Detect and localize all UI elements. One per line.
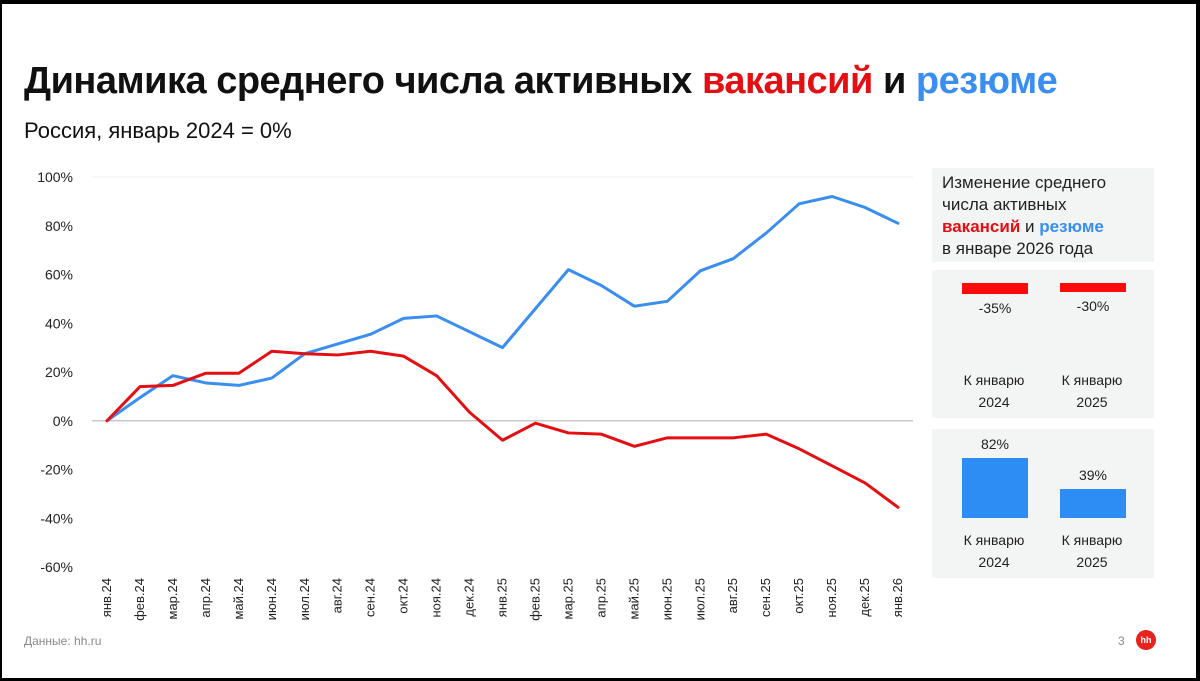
page-number: 3 <box>1118 634 1125 648</box>
x-tick-label: июн.25 <box>659 578 674 620</box>
caption-line: К январю <box>963 372 1025 388</box>
y-tick-label: 0% <box>53 413 73 429</box>
side-panel-header <box>932 168 1154 262</box>
x-tick-label: ноя.25 <box>824 578 839 618</box>
x-tick-label: май.24 <box>231 578 246 620</box>
title-text: Динамика среднего числа активных <box>24 60 702 102</box>
vacancies-series-line <box>105 349 900 509</box>
x-axis-ticks: янв.24 фев.24 мар.24 апр.24 май.24 июн.24 июл.… <box>99 578 905 621</box>
vacancies-bar-2024 <box>962 283 1028 294</box>
side-title-line2: числа активных <box>942 195 1067 214</box>
caption-year: 2025 <box>1076 554 1108 570</box>
caption-year: 2024 <box>978 394 1010 410</box>
x-tick-label: янв.26 <box>890 578 905 617</box>
side-title-resumes: резюме <box>1039 217 1104 236</box>
title-and: и <box>872 60 916 102</box>
x-tick-label: фев.25 <box>527 578 542 621</box>
vacancies-caption-2025: К январю 2025 <box>1042 369 1142 413</box>
resumes-series-line <box>105 195 900 423</box>
resumes-caption-2024: К январю 2024 <box>944 529 1044 573</box>
caption-year: 2025 <box>1076 394 1108 410</box>
y-tick-label: 80% <box>45 218 73 234</box>
y-tick-label: 60% <box>45 267 73 283</box>
resumes-bar-2025-label: 39% <box>1078 467 1108 484</box>
x-tick-label: мар.24 <box>165 578 180 619</box>
resumes-caption-2025: К январю 2025 <box>1042 529 1142 573</box>
x-tick-label: июл.24 <box>297 578 312 620</box>
title-vacancies: вакансий <box>701 60 873 102</box>
x-tick-label: авг.25 <box>725 578 740 613</box>
side-panel-title: Изменение среднего числа активных ваканс… <box>932 168 1154 264</box>
y-tick-label: -40% <box>40 510 73 526</box>
y-tick-label: 100% <box>37 169 73 185</box>
x-tick-label: дек.25 <box>857 578 872 617</box>
vacancies-bar-panel <box>932 270 1154 418</box>
x-tick-label: окт.25 <box>791 578 806 614</box>
x-tick-label: май.25 <box>626 578 641 620</box>
resumes-bar-2025 <box>1060 489 1126 518</box>
side-title-line3: вакансий и резюме <box>942 216 1144 238</box>
series-layer <box>105 195 900 509</box>
y-tick-label: 40% <box>45 315 73 331</box>
y-tick-label: -60% <box>40 559 73 575</box>
hh-logo: hh <box>1136 630 1156 650</box>
caption-line: К январю <box>963 532 1025 548</box>
x-tick-label: дек.24 <box>462 578 477 617</box>
x-tick-label: мар.25 <box>560 578 575 619</box>
x-tick-label: апр.24 <box>198 578 213 618</box>
side-title-and: и <box>1020 217 1040 236</box>
y-axis-ticks: 100% 80% 60% 40% 20% 0% -20% -40% -60% <box>37 169 73 575</box>
page-title: Динамика среднего числа активных ваканси… <box>24 60 1058 103</box>
y-tick-label: -20% <box>40 462 73 478</box>
vacancies-caption-2024: К январю 2024 <box>944 369 1044 413</box>
x-tick-label: авг.24 <box>330 578 345 613</box>
vacancies-bar-2025-label: -30% <box>1076 298 1110 314</box>
y-tick-label: 20% <box>45 364 73 380</box>
x-tick-label: фев.24 <box>132 578 147 621</box>
x-tick-label: апр.25 <box>593 578 608 618</box>
page-subtitle: Россия, январь 2024 = 0% <box>24 118 292 143</box>
vacancies-bar-2024-label: -35% <box>978 299 1012 316</box>
x-tick-label: сен.24 <box>363 578 378 617</box>
caption-year: 2024 <box>978 554 1010 570</box>
x-tick-label: янв.25 <box>495 578 510 617</box>
x-tick-label: июн.24 <box>264 578 279 620</box>
side-title-line1: Изменение среднего <box>942 173 1107 192</box>
side-title-line4: в январе 2026 года <box>942 239 1094 258</box>
vacancies-bar-2025 <box>1060 283 1126 292</box>
caption-line: К январю <box>1061 532 1123 548</box>
resumes-bar-2024 <box>962 458 1028 518</box>
caption-line: К январю <box>1061 372 1123 388</box>
grid-layer <box>92 176 913 422</box>
x-tick-label: окт.24 <box>396 578 411 614</box>
x-tick-label: янв.24 <box>99 578 114 617</box>
data-source: Данные: hh.ru <box>24 634 102 648</box>
x-tick-label: сен.25 <box>758 578 773 617</box>
resumes-bar-2024-label: 82% <box>980 436 1010 452</box>
x-tick-label: июл.25 <box>692 578 707 620</box>
x-tick-label: ноя.24 <box>429 578 444 618</box>
title-resumes: резюме <box>915 60 1058 102</box>
side-title-vacancies: вакансий <box>942 217 1021 236</box>
